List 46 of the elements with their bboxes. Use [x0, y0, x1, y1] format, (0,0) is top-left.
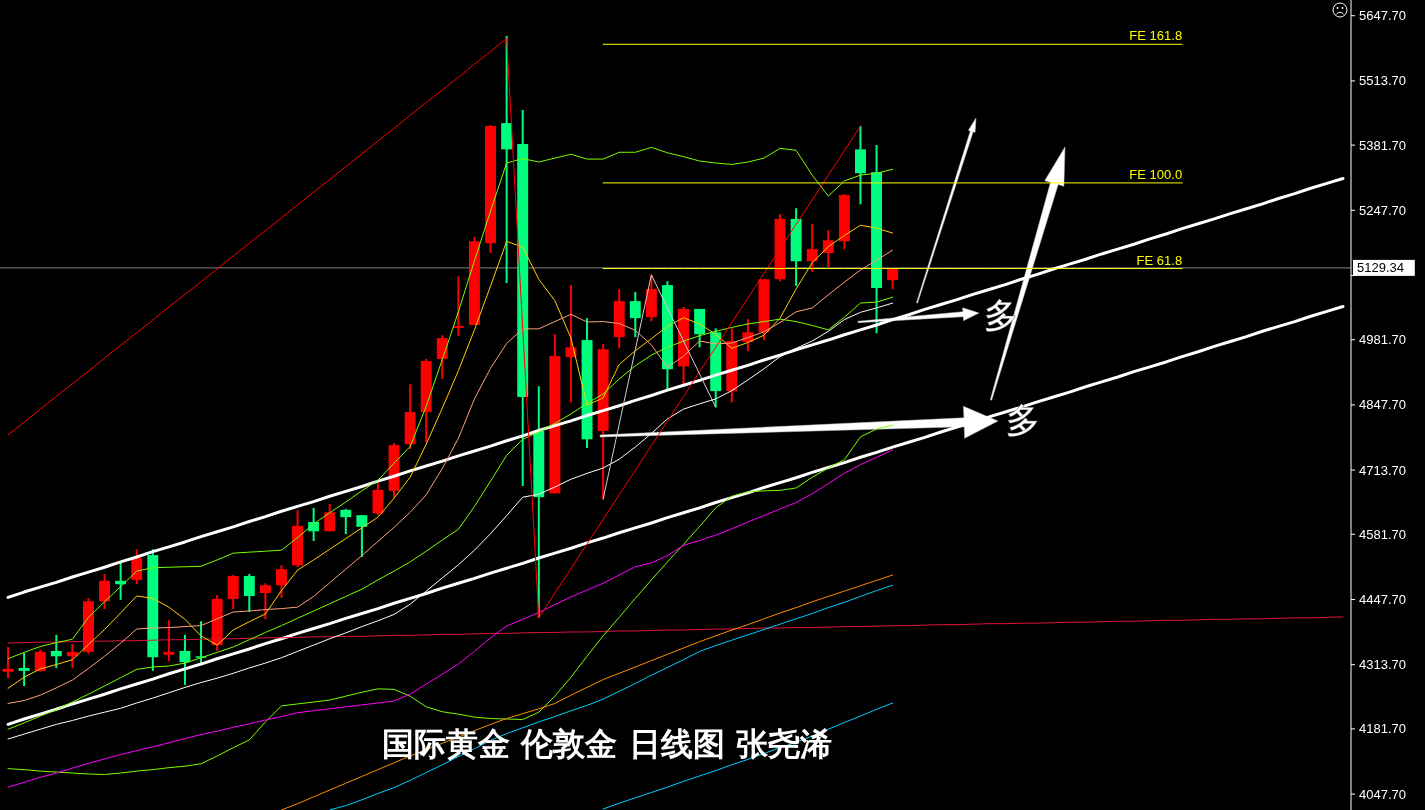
candlestick	[99, 573, 111, 611]
series-label: FE 161.8	[1129, 28, 1183, 44]
candlestick	[565, 284, 577, 404]
candlestick	[854, 125, 866, 206]
annotation: 多	[1006, 400, 1040, 440]
line-series	[7, 37, 861, 619]
y-tick-label: 4981.70	[1359, 332, 1406, 348]
candlestick	[501, 35, 513, 285]
candlestick	[34, 648, 46, 673]
y-tick-label: 4581.70	[1359, 526, 1406, 542]
candlestick	[50, 633, 62, 669]
candlestick	[629, 290, 641, 339]
candlestick	[806, 223, 818, 273]
candlestick	[822, 229, 834, 269]
y-tick-label: 4713.70	[1359, 462, 1406, 478]
candlestick	[259, 582, 271, 621]
line-series	[7, 616, 1344, 644]
candlestick	[340, 507, 352, 536]
candlestick	[131, 548, 143, 586]
candlestick	[2, 646, 14, 680]
ref-line-label: 5129.34	[1357, 260, 1404, 276]
y-tick-label: 4847.70	[1359, 397, 1406, 413]
y-tick-label: 5513.70	[1359, 73, 1406, 89]
candlestick	[243, 573, 255, 613]
candlestick	[436, 334, 448, 380]
series-label: FE 61.8	[1136, 252, 1183, 268]
candlestick	[452, 275, 464, 338]
candlestick	[163, 619, 175, 663]
y-tick-label: 4047.70	[1359, 786, 1406, 802]
y-tick-label: 4313.70	[1359, 657, 1406, 673]
candlestick	[275, 564, 287, 599]
candlestick	[356, 514, 368, 559]
annotation: 多	[984, 295, 1018, 335]
y-tick-label: 5381.70	[1359, 137, 1406, 153]
candlestick	[227, 574, 239, 611]
candlestick	[18, 651, 30, 687]
series-label: FE 100.0	[1129, 166, 1183, 182]
y-tick-label: 4181.70	[1359, 721, 1406, 737]
y-tick-label: 4447.70	[1359, 592, 1406, 607]
candlestick	[372, 482, 384, 517]
line-series	[7, 146, 894, 660]
y-tick-label: 5247.70	[1359, 202, 1406, 218]
candlestick	[324, 503, 336, 533]
y-tick-label: 5647.70	[1359, 8, 1406, 24]
candlestick	[179, 633, 191, 686]
line-series	[602, 274, 717, 500]
